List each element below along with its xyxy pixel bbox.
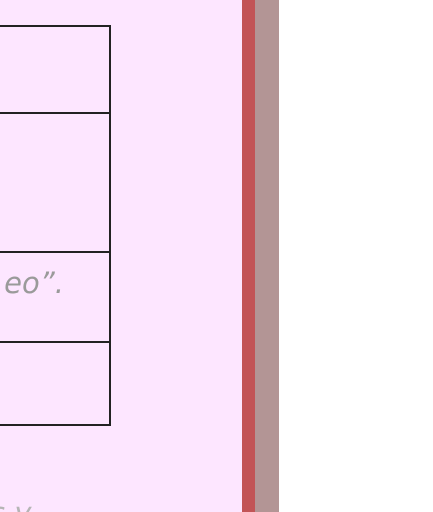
table-row-1 (0, 25, 111, 114)
quoted-text-fragment: eo”. (4, 266, 64, 300)
content-panel: eo”. s y (0, 0, 242, 512)
table-row-2 (0, 112, 111, 253)
bottom-text-fragment: s y (0, 496, 32, 512)
panel-border-red (242, 0, 255, 512)
table-row-4 (0, 341, 111, 426)
table-row-3 (0, 251, 111, 343)
panel-border-mauve (255, 0, 279, 512)
